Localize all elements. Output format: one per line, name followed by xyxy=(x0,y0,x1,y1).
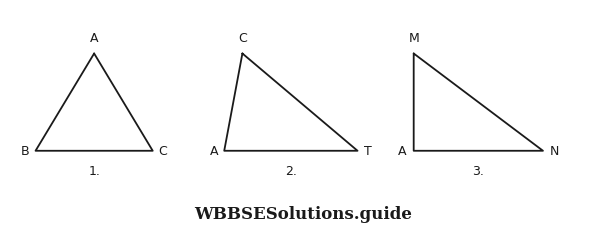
Text: A: A xyxy=(210,145,218,158)
Text: A: A xyxy=(90,32,98,45)
Text: 3.: 3. xyxy=(473,164,484,177)
Text: 1.: 1. xyxy=(88,164,100,177)
Text: WBBSESolutions.guide: WBBSESolutions.guide xyxy=(194,205,412,222)
Text: C: C xyxy=(159,145,167,158)
Text: N: N xyxy=(550,145,559,158)
Text: A: A xyxy=(398,145,406,158)
Text: M: M xyxy=(408,32,419,45)
Text: T: T xyxy=(364,145,371,158)
Text: 2.: 2. xyxy=(285,164,297,177)
Text: C: C xyxy=(238,32,247,45)
Text: B: B xyxy=(21,145,30,158)
